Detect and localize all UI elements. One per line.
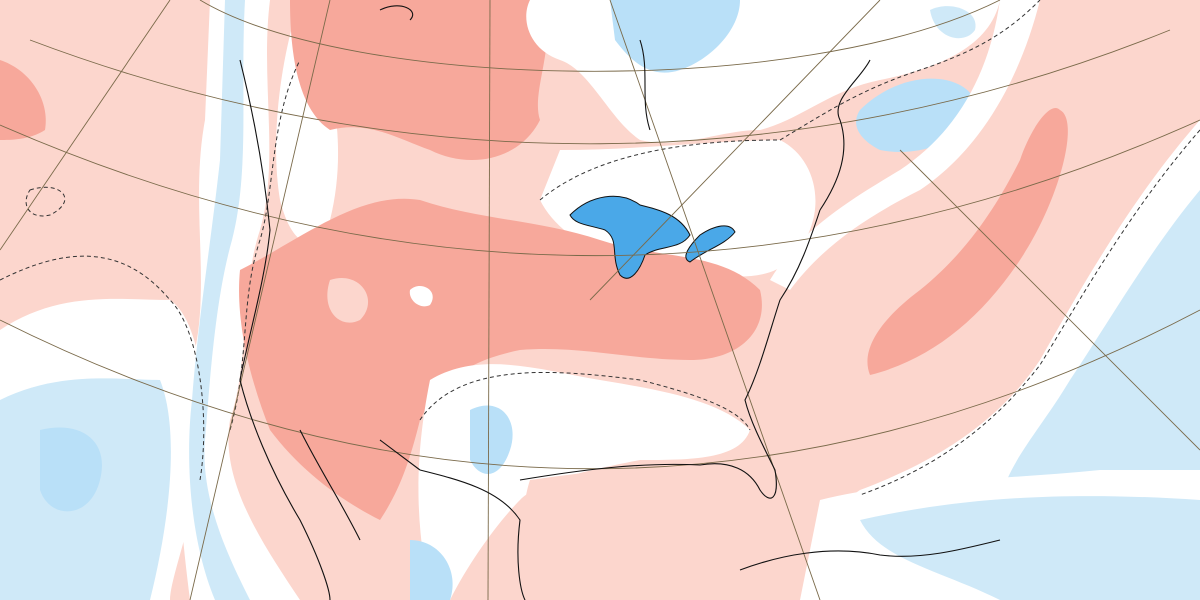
neutral-region bbox=[770, 0, 1040, 290]
graticule bbox=[189, 0, 331, 600]
cool-region bbox=[1000, 190, 1200, 500]
warm-region bbox=[239, 198, 762, 520]
coastline bbox=[519, 209, 821, 499]
graticule bbox=[199, 0, 1001, 72]
graticule bbox=[0, 119, 1200, 257]
contour bbox=[0, 255, 205, 481]
cool-region bbox=[189, 0, 250, 600]
warm-region bbox=[290, 0, 548, 160]
warm-region bbox=[867, 108, 1068, 375]
background-field bbox=[327, 278, 369, 323]
graticule bbox=[589, 0, 881, 301]
coastline bbox=[819, 59, 871, 211]
cool-region bbox=[40, 427, 102, 512]
border bbox=[379, 439, 421, 471]
graticule bbox=[487, 0, 491, 600]
contour bbox=[229, 59, 301, 431]
cool-region bbox=[470, 405, 513, 474]
neutral-region bbox=[540, 140, 816, 277]
contour bbox=[539, 0, 1041, 201]
graticule bbox=[899, 149, 1200, 451]
coastline bbox=[239, 59, 331, 600]
graticule bbox=[0, 0, 171, 251]
background-field bbox=[520, 465, 800, 600]
cool-region bbox=[610, 0, 740, 73]
warm-region bbox=[0, 60, 46, 140]
coastline bbox=[639, 39, 651, 131]
cool-region bbox=[860, 496, 1200, 600]
cool-region bbox=[930, 6, 976, 39]
coastline bbox=[379, 5, 413, 21]
neutral-region bbox=[409, 285, 433, 307]
contour bbox=[859, 129, 1200, 496]
contour bbox=[25, 186, 66, 217]
graticule bbox=[29, 29, 1171, 145]
coastline bbox=[419, 469, 526, 600]
contour bbox=[419, 371, 751, 431]
coastline bbox=[739, 539, 1001, 571]
cool-region bbox=[410, 540, 453, 600]
coastline bbox=[299, 429, 361, 541]
